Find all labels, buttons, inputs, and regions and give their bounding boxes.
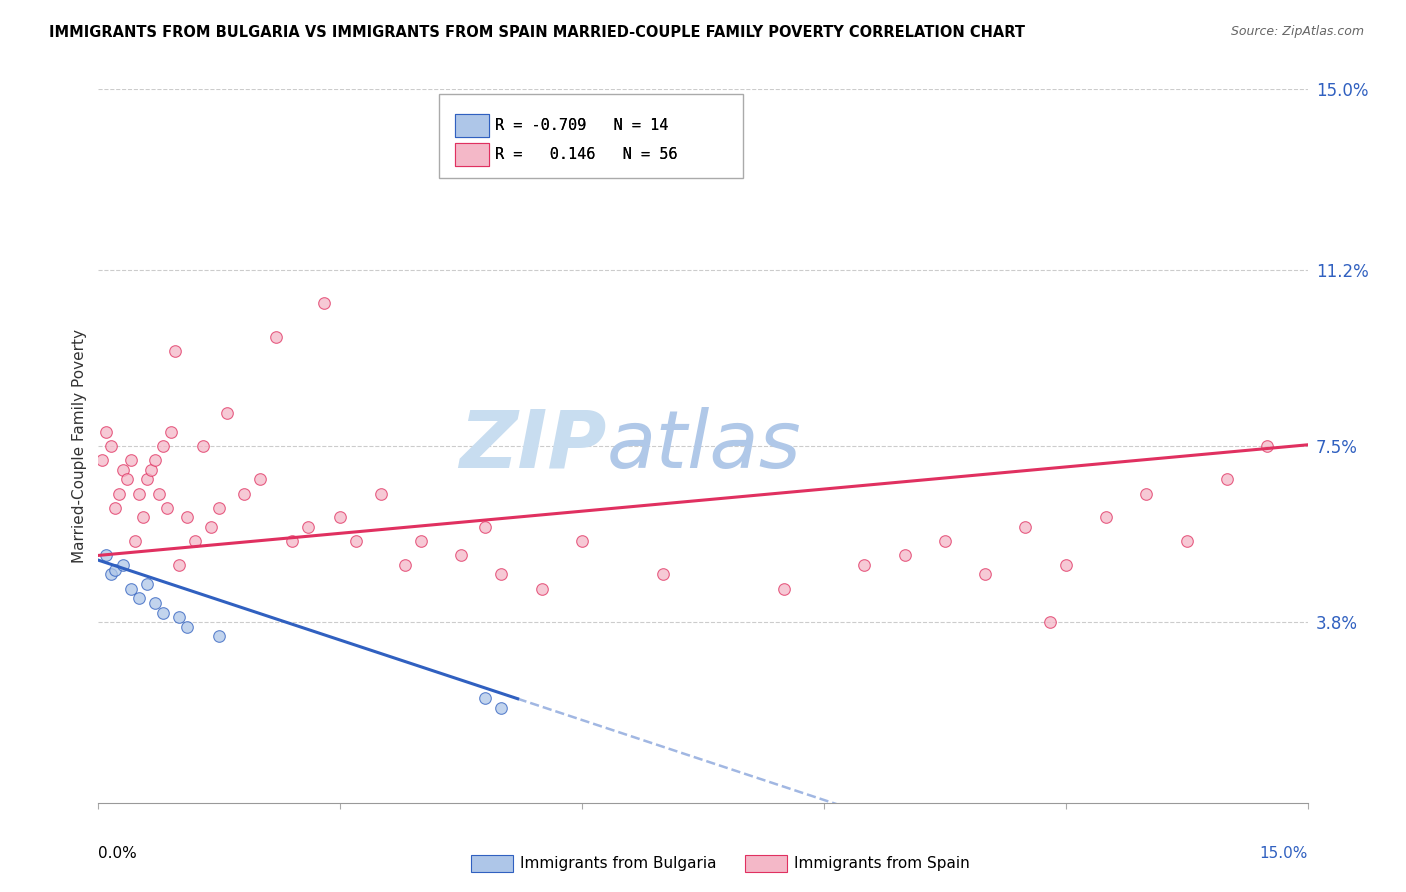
Point (128, 591, 150, 606)
Point (491, 700, 513, 714)
Point (1095, 510, 1118, 524)
Point (474, 691, 496, 706)
Point (128, 486, 150, 500)
Point (96, 425, 118, 439)
Point (281, 534, 304, 549)
Text: 0.0%: 0.0% (98, 846, 138, 861)
Point (772, 582, 794, 596)
Point (217, 406, 239, 420)
Point (111, 463, 134, 477)
Point (394, 558, 416, 572)
Point (124, 534, 146, 549)
Point (143, 453, 166, 467)
Point (163, 343, 186, 358)
Point (148, 486, 170, 500)
Point (853, 558, 876, 572)
Point (200, 520, 222, 534)
Text: R =   0.146   N = 56: R = 0.146 N = 56 (495, 146, 678, 161)
Point (167, 610, 190, 624)
Point (139, 463, 162, 477)
Y-axis label: Married-Couple Family Poverty: Married-Couple Family Poverty (72, 329, 87, 563)
Point (409, 534, 432, 549)
Point (651, 567, 673, 582)
FancyBboxPatch shape (440, 95, 742, 178)
Point (100, 567, 122, 582)
Point (1135, 486, 1157, 500)
FancyBboxPatch shape (456, 114, 489, 137)
FancyBboxPatch shape (456, 143, 489, 166)
Text: IMMIGRANTS FROM BULGARIA VS IMMIGRANTS FROM SPAIN MARRIED-COUPLE FAMILY POVERTY : IMMIGRANTS FROM BULGARIA VS IMMIGRANTS F… (49, 25, 1025, 40)
Point (571, 534, 593, 549)
Text: Source: ZipAtlas.com: Source: ZipAtlas.com (1230, 25, 1364, 38)
Point (264, 329, 287, 343)
Point (450, 549, 472, 563)
Point (1054, 558, 1077, 572)
Point (1216, 472, 1239, 486)
Point (530, 582, 553, 596)
Point (1175, 534, 1198, 549)
Text: ZIP: ZIP (458, 407, 606, 485)
Point (132, 510, 155, 524)
Point (176, 620, 198, 634)
Point (107, 486, 129, 500)
Point (167, 558, 190, 572)
Point (329, 510, 352, 524)
Point (974, 567, 997, 582)
Point (1014, 520, 1036, 534)
Point (314, 296, 336, 310)
Point (152, 439, 174, 453)
Point (893, 549, 915, 563)
Point (135, 577, 157, 591)
Point (135, 472, 157, 486)
Text: Immigrants from Spain: Immigrants from Spain (794, 856, 970, 871)
Point (193, 439, 215, 453)
Point (115, 472, 138, 486)
Text: 15.0%: 15.0% (1260, 846, 1308, 861)
Point (176, 510, 198, 524)
Point (103, 500, 125, 515)
Point (344, 534, 367, 549)
Point (474, 520, 496, 534)
FancyBboxPatch shape (456, 143, 489, 166)
Point (934, 534, 956, 549)
Point (152, 606, 174, 620)
Point (249, 472, 271, 486)
Text: Immigrants from Bulgaria: Immigrants from Bulgaria (520, 856, 717, 871)
Text: atlas: atlas (606, 407, 801, 485)
Point (96, 549, 118, 563)
Point (370, 486, 392, 500)
Point (208, 629, 231, 643)
Point (491, 567, 513, 582)
Point (100, 439, 122, 453)
Point (1039, 615, 1062, 629)
FancyBboxPatch shape (456, 114, 489, 137)
Text: R =   0.146   N = 56: R = 0.146 N = 56 (495, 146, 678, 161)
Point (156, 500, 179, 515)
Point (111, 558, 134, 572)
Point (120, 582, 142, 596)
Text: R = -0.709   N = 14: R = -0.709 N = 14 (495, 118, 668, 133)
Point (120, 453, 142, 467)
Text: R = -0.709   N = 14: R = -0.709 N = 14 (495, 118, 668, 133)
Point (184, 534, 207, 549)
Point (143, 596, 166, 610)
Point (1256, 439, 1278, 453)
Point (103, 563, 125, 577)
Point (160, 425, 183, 439)
Point (208, 500, 231, 515)
Point (232, 486, 254, 500)
Point (297, 520, 319, 534)
Point (91, 453, 114, 467)
